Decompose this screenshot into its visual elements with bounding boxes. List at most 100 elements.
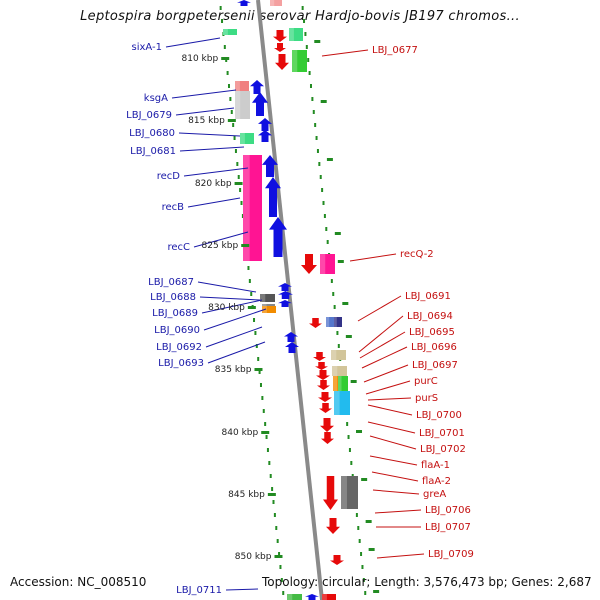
gene-label-left: ksgA: [144, 93, 168, 104]
gene-feature: [292, 50, 307, 72]
leader-line: [367, 404, 413, 416]
gene-feature: [322, 594, 336, 600]
leader-line: [175, 107, 235, 116]
forward-gene-arrow: [258, 118, 272, 131]
ruler-dot: [241, 214, 244, 218]
ruler-tick: [267, 493, 276, 496]
gene-feature-highlight: [332, 366, 338, 376]
leader-line: [363, 364, 409, 383]
gene-feature-highlight: [260, 294, 266, 302]
ruler-label: 840 kbp: [222, 428, 259, 438]
ruler-tick: [350, 380, 357, 383]
leader-line: [349, 253, 397, 262]
ruler-dot: [326, 240, 329, 244]
leader-line: [205, 326, 263, 348]
gene-feature: [326, 317, 335, 327]
ruler-dot: [236, 162, 239, 166]
forward-gene-arrow: [252, 92, 268, 116]
gene-feature-highlight: [240, 133, 245, 144]
gene-feature-highlight: [334, 317, 337, 327]
ruler-dot: [346, 422, 349, 426]
ruler-tick: [342, 302, 349, 305]
reverse-gene-arrow: [315, 362, 328, 370]
ruler-dot: [362, 578, 365, 582]
ruler-dot: [269, 474, 272, 478]
gene-feature: [235, 91, 250, 119]
ruler-dot: [233, 136, 236, 140]
reverse-gene-arrow: [275, 54, 289, 70]
ruler-tick: [254, 368, 263, 371]
ruler-dot: [350, 461, 353, 465]
ruler-dot: [275, 526, 278, 530]
gene-feature: [235, 81, 249, 92]
ruler-dot: [311, 97, 314, 101]
gene-label-left: LBJ_0690: [154, 325, 200, 336]
ruler-dot: [348, 448, 351, 452]
gene-feature: [262, 306, 276, 313]
gene-label-right: LBJ_0696: [411, 342, 457, 353]
gene-feature: [240, 133, 254, 144]
ruler-tick: [337, 260, 344, 263]
reverse-gene-arrow: [301, 254, 317, 274]
ruler-dot: [248, 279, 251, 283]
ruler-dot: [221, 19, 224, 23]
gene-feature: [338, 376, 348, 391]
gene-feature: [332, 366, 347, 376]
gene-labels: 810 kbp 815 kbp 820 kbp 825 kbp 830 kbp 835 k…: [126, 42, 474, 596]
reverse-gene-arrow: [274, 43, 286, 52]
ruler-dot: [307, 58, 310, 62]
ruler-dot: [360, 552, 363, 556]
gene-label-left: LBJ_0689: [152, 308, 198, 319]
ruler-dot: [319, 175, 322, 179]
gene-label-right: LBJ_0701: [419, 428, 465, 439]
ruler-dot: [240, 201, 243, 205]
leader-line: [321, 49, 369, 57]
ruler-dot: [262, 409, 265, 413]
ruler-dot: [255, 344, 258, 348]
ruler-dot: [312, 110, 315, 114]
ruler-dot: [219, 6, 222, 10]
gene-feature: [289, 28, 303, 41]
reverse-gene-arrow: [321, 432, 334, 444]
ruler-tick: [234, 182, 243, 185]
ruler-label: 835 kbp: [215, 365, 252, 375]
ruler-dot: [325, 227, 328, 231]
gene-label-right: LBJ_0695: [409, 327, 455, 338]
leader-line: [183, 167, 249, 177]
ruler-tick: [274, 555, 283, 558]
leader-line: [358, 315, 404, 353]
leader-line: [178, 132, 241, 137]
gene-feature: [334, 391, 350, 415]
gene-feature-highlight: [235, 91, 241, 119]
ruler-dot: [305, 45, 308, 49]
leader-line: [371, 471, 419, 482]
ruler-dot: [330, 279, 333, 283]
ruler-dot: [308, 71, 311, 75]
ruler-tick: [365, 520, 372, 523]
gene-label-right: flaA-1: [421, 460, 450, 471]
ruler-dot: [223, 45, 226, 49]
ruler-dot: [357, 526, 360, 530]
ruler-dot: [230, 110, 233, 114]
ruler-label: 830 kbp: [208, 303, 245, 313]
gene-label-left: sixA-1: [132, 42, 163, 53]
forward-gene-arrow: [262, 155, 278, 177]
gene-label-right: purS: [415, 393, 438, 404]
gene-feature: [287, 594, 302, 600]
ruler-dot: [347, 435, 350, 439]
ruler-dot: [361, 565, 364, 569]
ruler-dot: [301, 6, 304, 10]
leader-line: [376, 553, 425, 559]
forward-gene-arrow: [258, 130, 272, 142]
ruler-dot: [322, 201, 325, 205]
leader-line: [203, 308, 267, 331]
gene-label-left: LBJ_0680: [129, 128, 175, 139]
ruler-tick: [241, 244, 250, 247]
ruler-label: 825 kbp: [202, 241, 239, 251]
ruler-dot: [232, 123, 235, 127]
leader-line: [207, 341, 266, 364]
gene-label-right: flaA-2: [422, 476, 451, 487]
leader-line: [361, 346, 408, 369]
ruler-tick: [326, 158, 333, 161]
reverse-gene-arrow: [316, 370, 330, 380]
